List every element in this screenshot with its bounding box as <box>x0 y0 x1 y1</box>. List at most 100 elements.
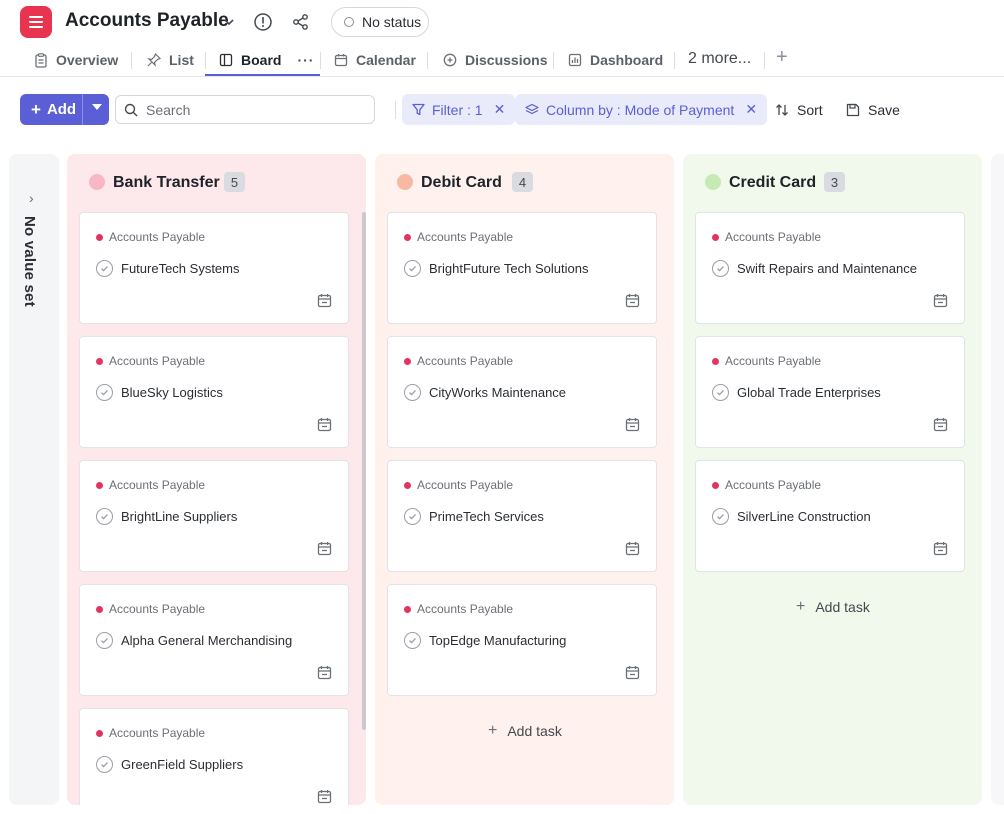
checkmark-circle-icon[interactable] <box>712 508 729 525</box>
card-list-name: Accounts Payable <box>109 230 206 244</box>
document-icon <box>35 52 47 68</box>
calendar-icon[interactable] <box>625 417 640 437</box>
list-color-dot <box>404 233 411 241</box>
card-title-text[interactable]: TopEdge Manufacturing <box>429 633 567 648</box>
card-list-name: Accounts Payable <box>417 230 514 244</box>
task-card[interactable]: Accounts Payable BrightLine Suppliers <box>79 460 349 572</box>
add-task-button[interactable]: + Add task <box>796 598 870 616</box>
card-title-text[interactable]: PrimeTech Services <box>429 509 544 524</box>
add-button[interactable]: + Add <box>20 94 109 125</box>
card-list-name: Accounts Payable <box>417 354 514 368</box>
tab-list[interactable]: List <box>147 44 194 76</box>
menu-icon[interactable] <box>20 6 52 38</box>
tab-overview-label: Overview <box>56 52 119 68</box>
sort-label: Sort <box>797 101 823 118</box>
card-list-tag: Accounts Payable <box>96 726 205 740</box>
checkmark-circle-icon[interactable] <box>96 260 113 277</box>
tab-calendar[interactable]: Calendar <box>334 44 416 76</box>
list-color-dot <box>96 481 103 489</box>
list-color-dot <box>96 357 103 365</box>
card-title-text[interactable]: Swift Repairs and Maintenance <box>737 261 917 276</box>
calendar-icon[interactable] <box>625 541 640 561</box>
add-task-button[interactable]: + Add task <box>488 722 562 740</box>
tab-overview[interactable]: Overview <box>34 44 118 76</box>
task-card[interactable]: Accounts Payable BlueSky Logistics <box>79 336 349 448</box>
calendar-icon[interactable] <box>933 293 948 313</box>
card-title: BlueSky Logistics <box>96 384 223 401</box>
filter-chip[interactable]: Filter : 1 ✕ <box>402 94 516 125</box>
task-card[interactable]: Accounts Payable BrightFuture Tech Soluti… <box>387 212 657 324</box>
card-title-text[interactable]: Global Trade Enterprises <box>737 385 881 400</box>
card-list-tag: Accounts Payable <box>96 230 205 244</box>
checkmark-circle-icon[interactable] <box>404 384 421 401</box>
card-list-name: Accounts Payable <box>417 602 514 616</box>
card-title: GreenField Suppliers <box>96 756 243 773</box>
info-icon[interactable] <box>252 11 274 33</box>
card-title-text[interactable]: FutureTech Systems <box>121 261 240 276</box>
card-title-text[interactable]: GreenField Suppliers <box>121 757 244 772</box>
caret-down-icon[interactable] <box>92 104 102 110</box>
task-card[interactable]: Accounts Payable PrimeTech Services <box>387 460 657 572</box>
checkmark-circle-icon[interactable] <box>404 632 421 649</box>
column-scrollbar[interactable] <box>362 212 366 730</box>
calendar-icon[interactable] <box>933 417 948 437</box>
more-options-icon[interactable]: ··· <box>297 52 315 68</box>
calendar-icon[interactable] <box>317 789 332 805</box>
task-card[interactable]: Accounts Payable Swift Repairs and Mainte… <box>695 212 965 324</box>
status-button[interactable]: No status <box>331 7 429 37</box>
close-icon[interactable]: ✕ <box>493 101 506 117</box>
chevron-down-icon[interactable] <box>218 11 240 33</box>
share-icon[interactable] <box>290 11 312 33</box>
column-header[interactable]: Credit Card 3 <box>683 154 982 212</box>
chevron-right-icon[interactable]: › <box>29 190 34 206</box>
calendar-icon[interactable] <box>625 293 640 313</box>
checkmark-circle-icon[interactable] <box>404 508 421 525</box>
calendar-icon[interactable] <box>317 665 332 685</box>
no-value-column[interactable]: › No value set <box>9 154 59 805</box>
card-title-text[interactable]: BrightFuture Tech Solutions <box>429 261 589 276</box>
list-color-dot <box>404 481 411 489</box>
column-by-chip[interactable]: Column by : Mode of Payment ✕ <box>515 94 768 125</box>
column-title: Credit Card <box>729 174 817 191</box>
checkmark-circle-icon[interactable] <box>96 384 113 401</box>
checkmark-circle-icon[interactable] <box>96 508 113 525</box>
task-card[interactable]: Accounts Payable FutureTech Systems <box>79 212 349 324</box>
task-card[interactable]: Accounts Payable GreenField Suppliers <box>79 708 349 805</box>
checkmark-circle-icon[interactable] <box>712 260 729 277</box>
card-title-text[interactable]: BlueSky Logistics <box>121 385 223 400</box>
add-view-icon[interactable]: + <box>776 46 788 68</box>
save-button[interactable]: Save <box>846 94 900 125</box>
card-title-text[interactable]: Alpha General Merchandising <box>121 633 293 648</box>
checkmark-circle-icon[interactable] <box>404 260 421 277</box>
add-button-label: Add <box>46 101 77 118</box>
tab-dashboard[interactable]: Dashboard <box>568 44 663 76</box>
tab-discussions[interactable]: Discussions <box>443 44 547 76</box>
task-card[interactable]: Accounts Payable Alpha General Merchandis… <box>79 584 349 696</box>
task-card[interactable]: Accounts Payable SilverLine Construction <box>695 460 965 572</box>
card-title-text[interactable]: CityWorks Maintenance <box>429 385 567 400</box>
column-header[interactable]: Bank Transfer 5 <box>67 154 366 212</box>
calendar-icon[interactable] <box>625 665 640 685</box>
task-card[interactable]: Accounts Payable CityWorks Maintenance <box>387 336 657 448</box>
list-color-dot <box>404 605 411 613</box>
pin-icon <box>147 53 161 67</box>
task-card[interactable]: Accounts Payable TopEdge Manufacturing <box>387 584 657 696</box>
board-icon <box>219 53 233 67</box>
sort-button[interactable]: Sort <box>775 94 823 125</box>
checkmark-circle-icon[interactable] <box>96 756 113 773</box>
task-card[interactable]: Accounts Payable Global Trade Enterprises <box>695 336 965 448</box>
tab-calendar-label: Calendar <box>356 52 416 68</box>
column-header[interactable]: Debit Card 4 <box>375 154 674 212</box>
calendar-icon[interactable] <box>317 293 332 313</box>
card-title-text[interactable]: SilverLine Construction <box>737 509 871 524</box>
calendar-icon[interactable] <box>317 417 332 437</box>
tab-board[interactable]: Board ··· <box>219 44 314 76</box>
checkmark-circle-icon[interactable] <box>712 384 729 401</box>
tabs-more-link[interactable]: 2 more... <box>688 50 752 67</box>
calendar-icon[interactable] <box>317 541 332 561</box>
checkmark-circle-icon[interactable] <box>96 632 113 649</box>
close-icon[interactable]: ✕ <box>745 101 758 117</box>
search-input[interactable] <box>146 101 346 118</box>
calendar-icon[interactable] <box>933 541 948 561</box>
card-title-text[interactable]: BrightLine Suppliers <box>121 509 238 524</box>
